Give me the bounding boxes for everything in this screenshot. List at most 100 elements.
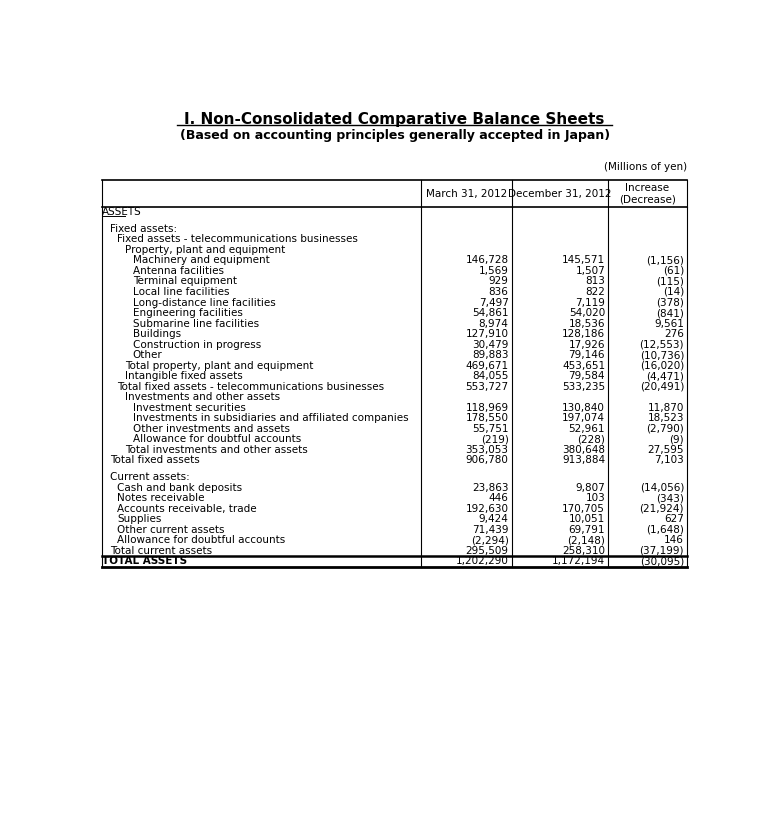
Text: (2,294): (2,294) xyxy=(470,536,509,545)
Text: 929: 929 xyxy=(489,277,509,287)
Text: 813: 813 xyxy=(585,277,605,287)
Text: (219): (219) xyxy=(480,435,509,444)
Text: (9): (9) xyxy=(669,435,684,444)
Text: 54,020: 54,020 xyxy=(569,308,605,318)
Text: 1,507: 1,507 xyxy=(575,266,605,276)
Text: (Millions of yen): (Millions of yen) xyxy=(604,162,687,173)
Text: (4,471): (4,471) xyxy=(646,371,684,381)
Text: (1,156): (1,156) xyxy=(646,256,684,265)
Text: Submarine line facilities: Submarine line facilities xyxy=(132,318,259,329)
Text: Total fixed assets: Total fixed assets xyxy=(110,456,199,466)
Text: 353,053: 353,053 xyxy=(466,445,509,455)
Text: Property, plant and equipment: Property, plant and equipment xyxy=(125,245,285,255)
Text: TOTAL ASSETS: TOTAL ASSETS xyxy=(102,557,187,567)
Text: (30,095): (30,095) xyxy=(640,557,684,567)
Text: 906,780: 906,780 xyxy=(466,456,509,466)
Text: (37,199): (37,199) xyxy=(640,546,684,556)
Text: (21,924): (21,924) xyxy=(640,504,684,514)
Text: 192,630: 192,630 xyxy=(466,504,509,514)
Text: 380,648: 380,648 xyxy=(562,445,605,455)
Text: Notes receivable: Notes receivable xyxy=(117,493,205,503)
Text: (12,553): (12,553) xyxy=(640,339,684,350)
Text: 197,074: 197,074 xyxy=(562,414,605,423)
Text: 146: 146 xyxy=(665,536,684,545)
Text: 7,119: 7,119 xyxy=(575,297,605,308)
Text: Increase
(Decrease): Increase (Decrease) xyxy=(619,183,676,204)
Text: Other: Other xyxy=(132,350,162,360)
Text: (61): (61) xyxy=(663,266,684,276)
Text: Investment securities: Investment securities xyxy=(132,403,246,413)
Text: (20,491): (20,491) xyxy=(640,382,684,392)
Text: 17,926: 17,926 xyxy=(568,339,605,350)
Text: Terminal equipment: Terminal equipment xyxy=(132,277,236,287)
Text: 170,705: 170,705 xyxy=(562,504,605,514)
Text: Supplies: Supplies xyxy=(117,514,162,524)
Text: 30,479: 30,479 xyxy=(472,339,509,350)
Text: 453,651: 453,651 xyxy=(562,361,605,370)
Text: Allowance for doubtful accounts: Allowance for doubtful accounts xyxy=(117,536,286,545)
Text: 836: 836 xyxy=(489,287,509,297)
Text: 533,235: 533,235 xyxy=(562,382,605,392)
Text: Engineering facilities: Engineering facilities xyxy=(132,308,243,318)
Text: 128,186: 128,186 xyxy=(562,329,605,339)
Text: 146,728: 146,728 xyxy=(466,256,509,265)
Text: Total fixed assets - telecommunications businesses: Total fixed assets - telecommunications … xyxy=(117,382,384,392)
Text: Buildings: Buildings xyxy=(132,329,181,339)
Text: (841): (841) xyxy=(656,308,684,318)
Text: 27,595: 27,595 xyxy=(648,445,684,455)
Text: March 31, 2012: March 31, 2012 xyxy=(426,189,507,199)
Text: (115): (115) xyxy=(656,277,684,287)
Text: I. Non-Consolidated Comparative Balance Sheets: I. Non-Consolidated Comparative Balance … xyxy=(185,112,604,127)
Text: (378): (378) xyxy=(656,297,684,308)
Text: 84,055: 84,055 xyxy=(472,371,509,381)
Text: Local line facilities: Local line facilities xyxy=(132,287,229,297)
Text: 9,561: 9,561 xyxy=(654,318,684,329)
Text: 627: 627 xyxy=(665,514,684,524)
Text: 1,569: 1,569 xyxy=(479,266,509,276)
Text: Long-distance line facilities: Long-distance line facilities xyxy=(132,297,276,308)
Text: 7,103: 7,103 xyxy=(654,456,684,466)
Text: (343): (343) xyxy=(656,493,684,503)
Text: Other current assets: Other current assets xyxy=(117,525,225,535)
Text: 18,523: 18,523 xyxy=(648,414,684,423)
Text: (14,056): (14,056) xyxy=(640,483,684,492)
Text: 9,807: 9,807 xyxy=(575,483,605,492)
Text: December 31, 2012: December 31, 2012 xyxy=(508,189,611,199)
Text: 79,584: 79,584 xyxy=(568,371,605,381)
Text: 103: 103 xyxy=(585,493,605,503)
Text: Total current assets: Total current assets xyxy=(110,546,212,556)
Text: 52,961: 52,961 xyxy=(568,424,605,434)
Text: Total property, plant and equipment: Total property, plant and equipment xyxy=(125,361,313,370)
Text: 18,536: 18,536 xyxy=(568,318,605,329)
Text: Current assets:: Current assets: xyxy=(110,472,189,482)
Text: 1,202,290: 1,202,290 xyxy=(456,557,509,567)
Text: 276: 276 xyxy=(665,329,684,339)
Text: 118,969: 118,969 xyxy=(466,403,509,413)
Text: 822: 822 xyxy=(585,287,605,297)
Text: 54,861: 54,861 xyxy=(472,308,509,318)
Text: (14): (14) xyxy=(663,287,684,297)
Text: 446: 446 xyxy=(489,493,509,503)
Text: Intangible fixed assets: Intangible fixed assets xyxy=(125,371,243,381)
Text: 23,863: 23,863 xyxy=(472,483,509,492)
Text: 913,884: 913,884 xyxy=(562,456,605,466)
Text: Machinery and equipment: Machinery and equipment xyxy=(132,256,270,265)
Text: 1,172,194: 1,172,194 xyxy=(552,557,605,567)
Text: Cash and bank deposits: Cash and bank deposits xyxy=(117,483,243,492)
Text: 258,310: 258,310 xyxy=(562,546,605,556)
Text: 9,424: 9,424 xyxy=(479,514,509,524)
Text: 553,727: 553,727 xyxy=(466,382,509,392)
Text: Investments in subsidiaries and affiliated companies: Investments in subsidiaries and affiliat… xyxy=(132,414,408,423)
Text: 127,910: 127,910 xyxy=(466,329,509,339)
Text: (16,020): (16,020) xyxy=(640,361,684,370)
Text: Other investments and assets: Other investments and assets xyxy=(132,424,290,434)
Text: 8,974: 8,974 xyxy=(479,318,509,329)
Text: (Based on accounting principles generally accepted in Japan): (Based on accounting principles generall… xyxy=(179,129,610,142)
Text: 145,571: 145,571 xyxy=(562,256,605,265)
Text: 469,671: 469,671 xyxy=(466,361,509,370)
Text: Fixed assets - telecommunications businesses: Fixed assets - telecommunications busine… xyxy=(117,234,358,244)
Text: 178,550: 178,550 xyxy=(466,414,509,423)
Text: (1,648): (1,648) xyxy=(646,525,684,535)
Text: 69,791: 69,791 xyxy=(568,525,605,535)
Text: (2,790): (2,790) xyxy=(646,424,684,434)
